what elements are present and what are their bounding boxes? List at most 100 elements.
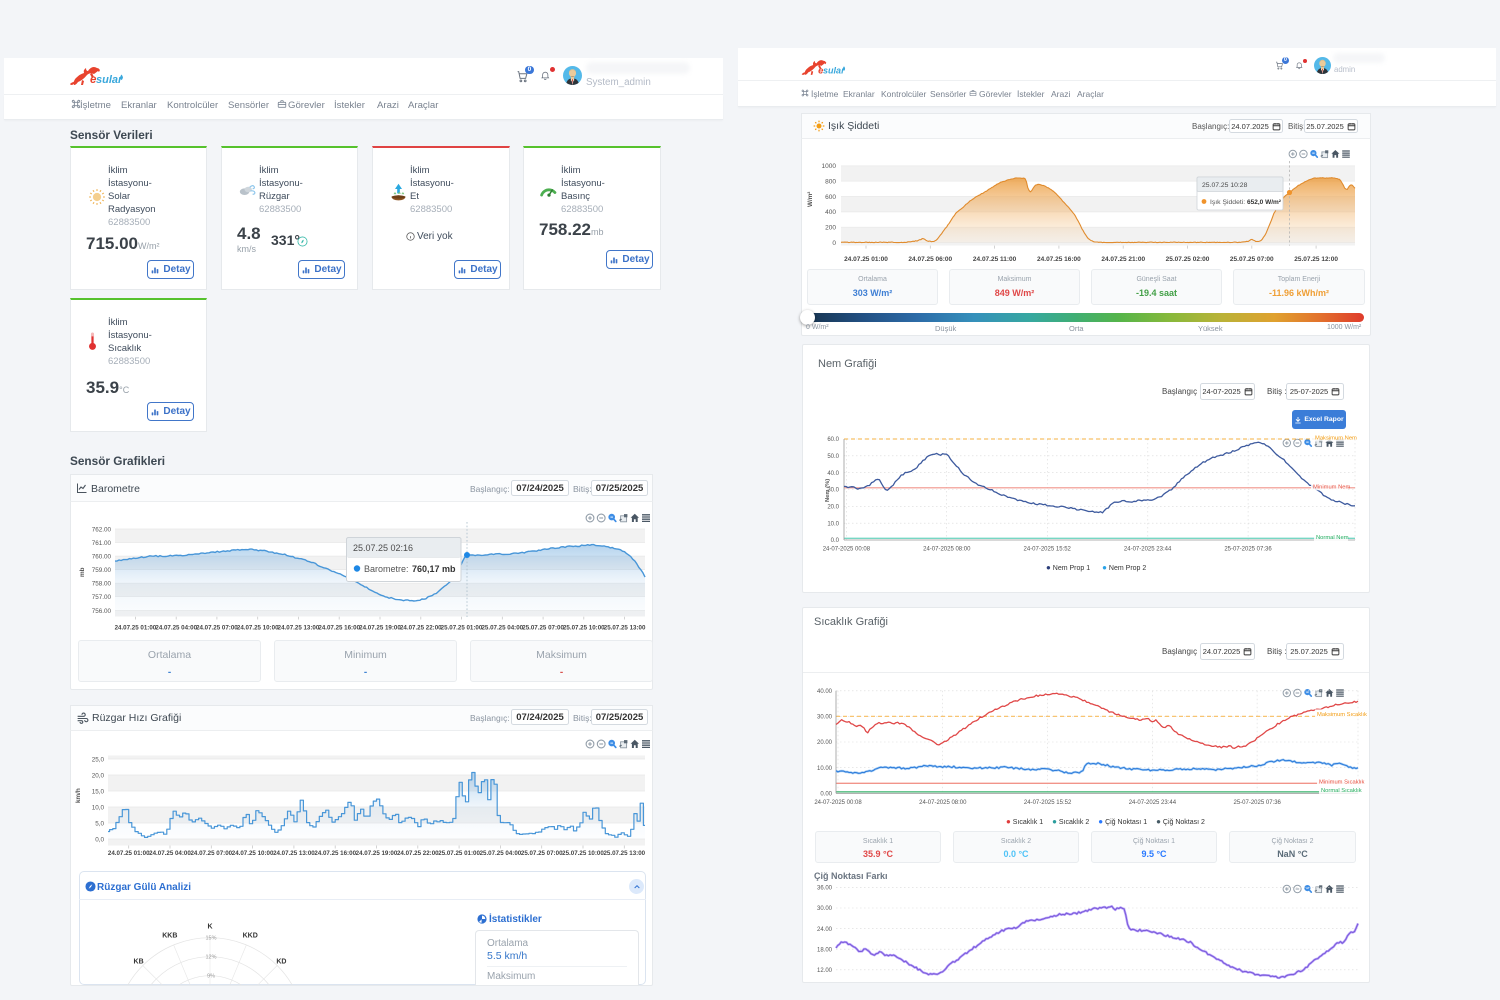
svg-text:24-07-2025 15:52: 24-07-2025 15:52 [1024, 800, 1072, 806]
svg-text:15%: 15% [205, 936, 216, 942]
svg-text:200: 200 [825, 225, 836, 232]
svg-text:25.07.25 12:00: 25.07.25 12:00 [1294, 256, 1338, 263]
svg-text:Barometre:: Barometre: [364, 564, 409, 574]
svg-text:25.07.25 10:28: 25.07.25 10:28 [1202, 182, 1248, 189]
svg-text:30.00: 30.00 [817, 906, 833, 912]
svg-text:30.00: 30.00 [817, 715, 833, 721]
svg-text:24-07-2025 23:44: 24-07-2025 23:44 [1129, 800, 1177, 806]
svg-text:Işık Şiddeti:: Işık Şiddeti: [1210, 199, 1245, 206]
svg-text:12%: 12% [205, 955, 216, 961]
svg-text:e: e [90, 74, 97, 86]
svg-text:0.00: 0.00 [820, 792, 832, 798]
svg-text:24.00: 24.00 [817, 927, 833, 933]
svg-text:10.0: 10.0 [827, 521, 839, 527]
svg-text:12.00: 12.00 [817, 968, 833, 974]
svg-text:10.00: 10.00 [817, 766, 833, 772]
svg-text:24.07.25 04:00: 24.07.25 04:00 [149, 850, 191, 857]
svg-text:24.07.25 10:00: 24.07.25 10:00 [237, 625, 279, 632]
svg-text:5,0: 5,0 [95, 820, 104, 827]
svg-text:24.07.25 04:00: 24.07.25 04:00 [155, 625, 197, 632]
svg-text:25.07.25 04:00: 25.07.25 04:00 [481, 625, 523, 632]
svg-text:24-07-2025 08:00: 24-07-2025 08:00 [919, 800, 967, 806]
svg-text:25,0: 25,0 [92, 756, 105, 763]
svg-text:24.07.25 16:00: 24.07.25 16:00 [1037, 256, 1081, 263]
svg-text:e: e [818, 65, 823, 76]
svg-text:20.00: 20.00 [817, 740, 833, 746]
svg-text:24.07.25 22:00: 24.07.25 22:00 [397, 850, 439, 857]
svg-text:600: 600 [825, 194, 836, 201]
svg-text:KKD: KKD [243, 933, 258, 940]
svg-text:50.0: 50.0 [827, 454, 839, 460]
svg-text:25.07.25 07:00: 25.07.25 07:00 [522, 625, 564, 632]
svg-text:sular: sular [96, 74, 123, 86]
svg-text:24.07.25 01:00: 24.07.25 01:00 [115, 625, 157, 632]
svg-text:24.07.25 21:00: 24.07.25 21:00 [1101, 256, 1145, 263]
svg-text:40.00: 40.00 [817, 689, 833, 695]
svg-text:24-07-2025 00:08: 24-07-2025 00:08 [823, 547, 871, 553]
svg-text:Nem (%): Nem (%) [825, 479, 831, 502]
svg-text:15,0: 15,0 [92, 788, 105, 795]
svg-text:25.07.25 07:00: 25.07.25 07:00 [1230, 256, 1274, 263]
svg-text:24.07.25 19:00: 24.07.25 19:00 [359, 625, 401, 632]
svg-text:km/h: km/h [75, 788, 82, 803]
svg-text:10,0: 10,0 [92, 804, 105, 811]
svg-text:40.0: 40.0 [827, 471, 839, 477]
svg-text:759.00: 759.00 [92, 567, 112, 574]
svg-text:24-07-2025 00:08: 24-07-2025 00:08 [814, 800, 862, 806]
svg-text:24.07.25 07:00: 24.07.25 07:00 [190, 850, 232, 857]
svg-text:760,17 mb: 760,17 mb [412, 564, 456, 574]
svg-text:25.07.25 01:00: 25.07.25 01:00 [441, 625, 483, 632]
svg-text:24.07.25 06:00: 24.07.25 06:00 [908, 256, 952, 263]
svg-text:1000: 1000 [822, 163, 837, 170]
svg-text:24.07.25 11:00: 24.07.25 11:00 [973, 256, 1017, 263]
svg-text:20.0: 20.0 [827, 505, 839, 511]
svg-text:24-07-2025 23:44: 24-07-2025 23:44 [1124, 547, 1172, 553]
svg-text:24.07.25 10:00: 24.07.25 10:00 [232, 850, 274, 857]
svg-text:30.0: 30.0 [827, 488, 839, 494]
svg-text:24.07.25 16:00: 24.07.25 16:00 [318, 625, 360, 632]
svg-text:0.0: 0.0 [831, 538, 840, 544]
svg-text:756.00: 756.00 [92, 608, 112, 615]
svg-text:25.07.25 04:00: 25.07.25 04:00 [480, 850, 522, 857]
svg-text:25.07.25 07:00: 25.07.25 07:00 [521, 850, 563, 857]
svg-text:24.07.25 01:00: 24.07.25 01:00 [844, 256, 888, 263]
svg-text:652,0 W/m²: 652,0 W/m² [1247, 199, 1282, 206]
svg-text:Maksimum Sıcaklık: Maksimum Sıcaklık [1317, 712, 1367, 718]
svg-text:25.07.25 02:16: 25.07.25 02:16 [353, 543, 413, 553]
svg-text:Maksimum Nem: Maksimum Nem [1315, 436, 1357, 442]
svg-text:25.07.25 13:00: 25.07.25 13:00 [603, 850, 645, 857]
svg-text:24-07-2025 08:00: 24-07-2025 08:00 [923, 547, 971, 553]
svg-text:0,0: 0,0 [95, 836, 104, 843]
svg-text:25.07.25 13:00: 25.07.25 13:00 [604, 625, 646, 632]
svg-text:25-07-2025 07:36: 25-07-2025 07:36 [1224, 547, 1272, 553]
svg-text:W/m²: W/m² [807, 192, 814, 207]
svg-text:762.00: 762.00 [92, 527, 112, 534]
svg-text:24.07.25 19:00: 24.07.25 19:00 [356, 850, 398, 857]
svg-text:36.00: 36.00 [817, 886, 833, 892]
svg-text:18.00: 18.00 [817, 947, 833, 953]
svg-text:Normal Nem: Normal Nem [1316, 535, 1349, 541]
svg-text:25-07-2025 07:36: 25-07-2025 07:36 [1234, 800, 1282, 806]
svg-text:K: K [207, 924, 212, 931]
svg-text:24.07.25 16:00: 24.07.25 16:00 [314, 850, 356, 857]
svg-text:Normal Sıcaklık: Normal Sıcaklık [1321, 788, 1362, 794]
svg-text:24-07-2025 15:52: 24-07-2025 15:52 [1024, 547, 1072, 553]
svg-text:Minimum Nem: Minimum Nem [1313, 484, 1351, 490]
svg-text:24.07.25 13:00: 24.07.25 13:00 [278, 625, 320, 632]
svg-text:Minimum Sıcaklık: Minimum Sıcaklık [1319, 779, 1365, 785]
svg-text:761.00: 761.00 [92, 540, 112, 547]
svg-text:9%: 9% [207, 974, 215, 980]
svg-text:24.07.25 22:00: 24.07.25 22:00 [400, 625, 442, 632]
svg-text:25.07.25 01:00: 25.07.25 01:00 [438, 850, 480, 857]
svg-text:sular: sular [823, 65, 845, 75]
svg-text:24.07.25 07:00: 24.07.25 07:00 [196, 625, 238, 632]
svg-text:757.00: 757.00 [92, 594, 112, 601]
svg-text:0: 0 [832, 240, 836, 247]
svg-text:KB: KB [134, 958, 144, 965]
svg-text:KKB: KKB [162, 933, 177, 940]
svg-text:25.07.25 02:00: 25.07.25 02:00 [1166, 256, 1210, 263]
svg-text:20,0: 20,0 [92, 772, 105, 779]
svg-text:25.07.25 10:00: 25.07.25 10:00 [563, 625, 605, 632]
svg-text:25.07.25 10:00: 25.07.25 10:00 [562, 850, 604, 857]
svg-text:24.07.25 13:00: 24.07.25 13:00 [273, 850, 315, 857]
